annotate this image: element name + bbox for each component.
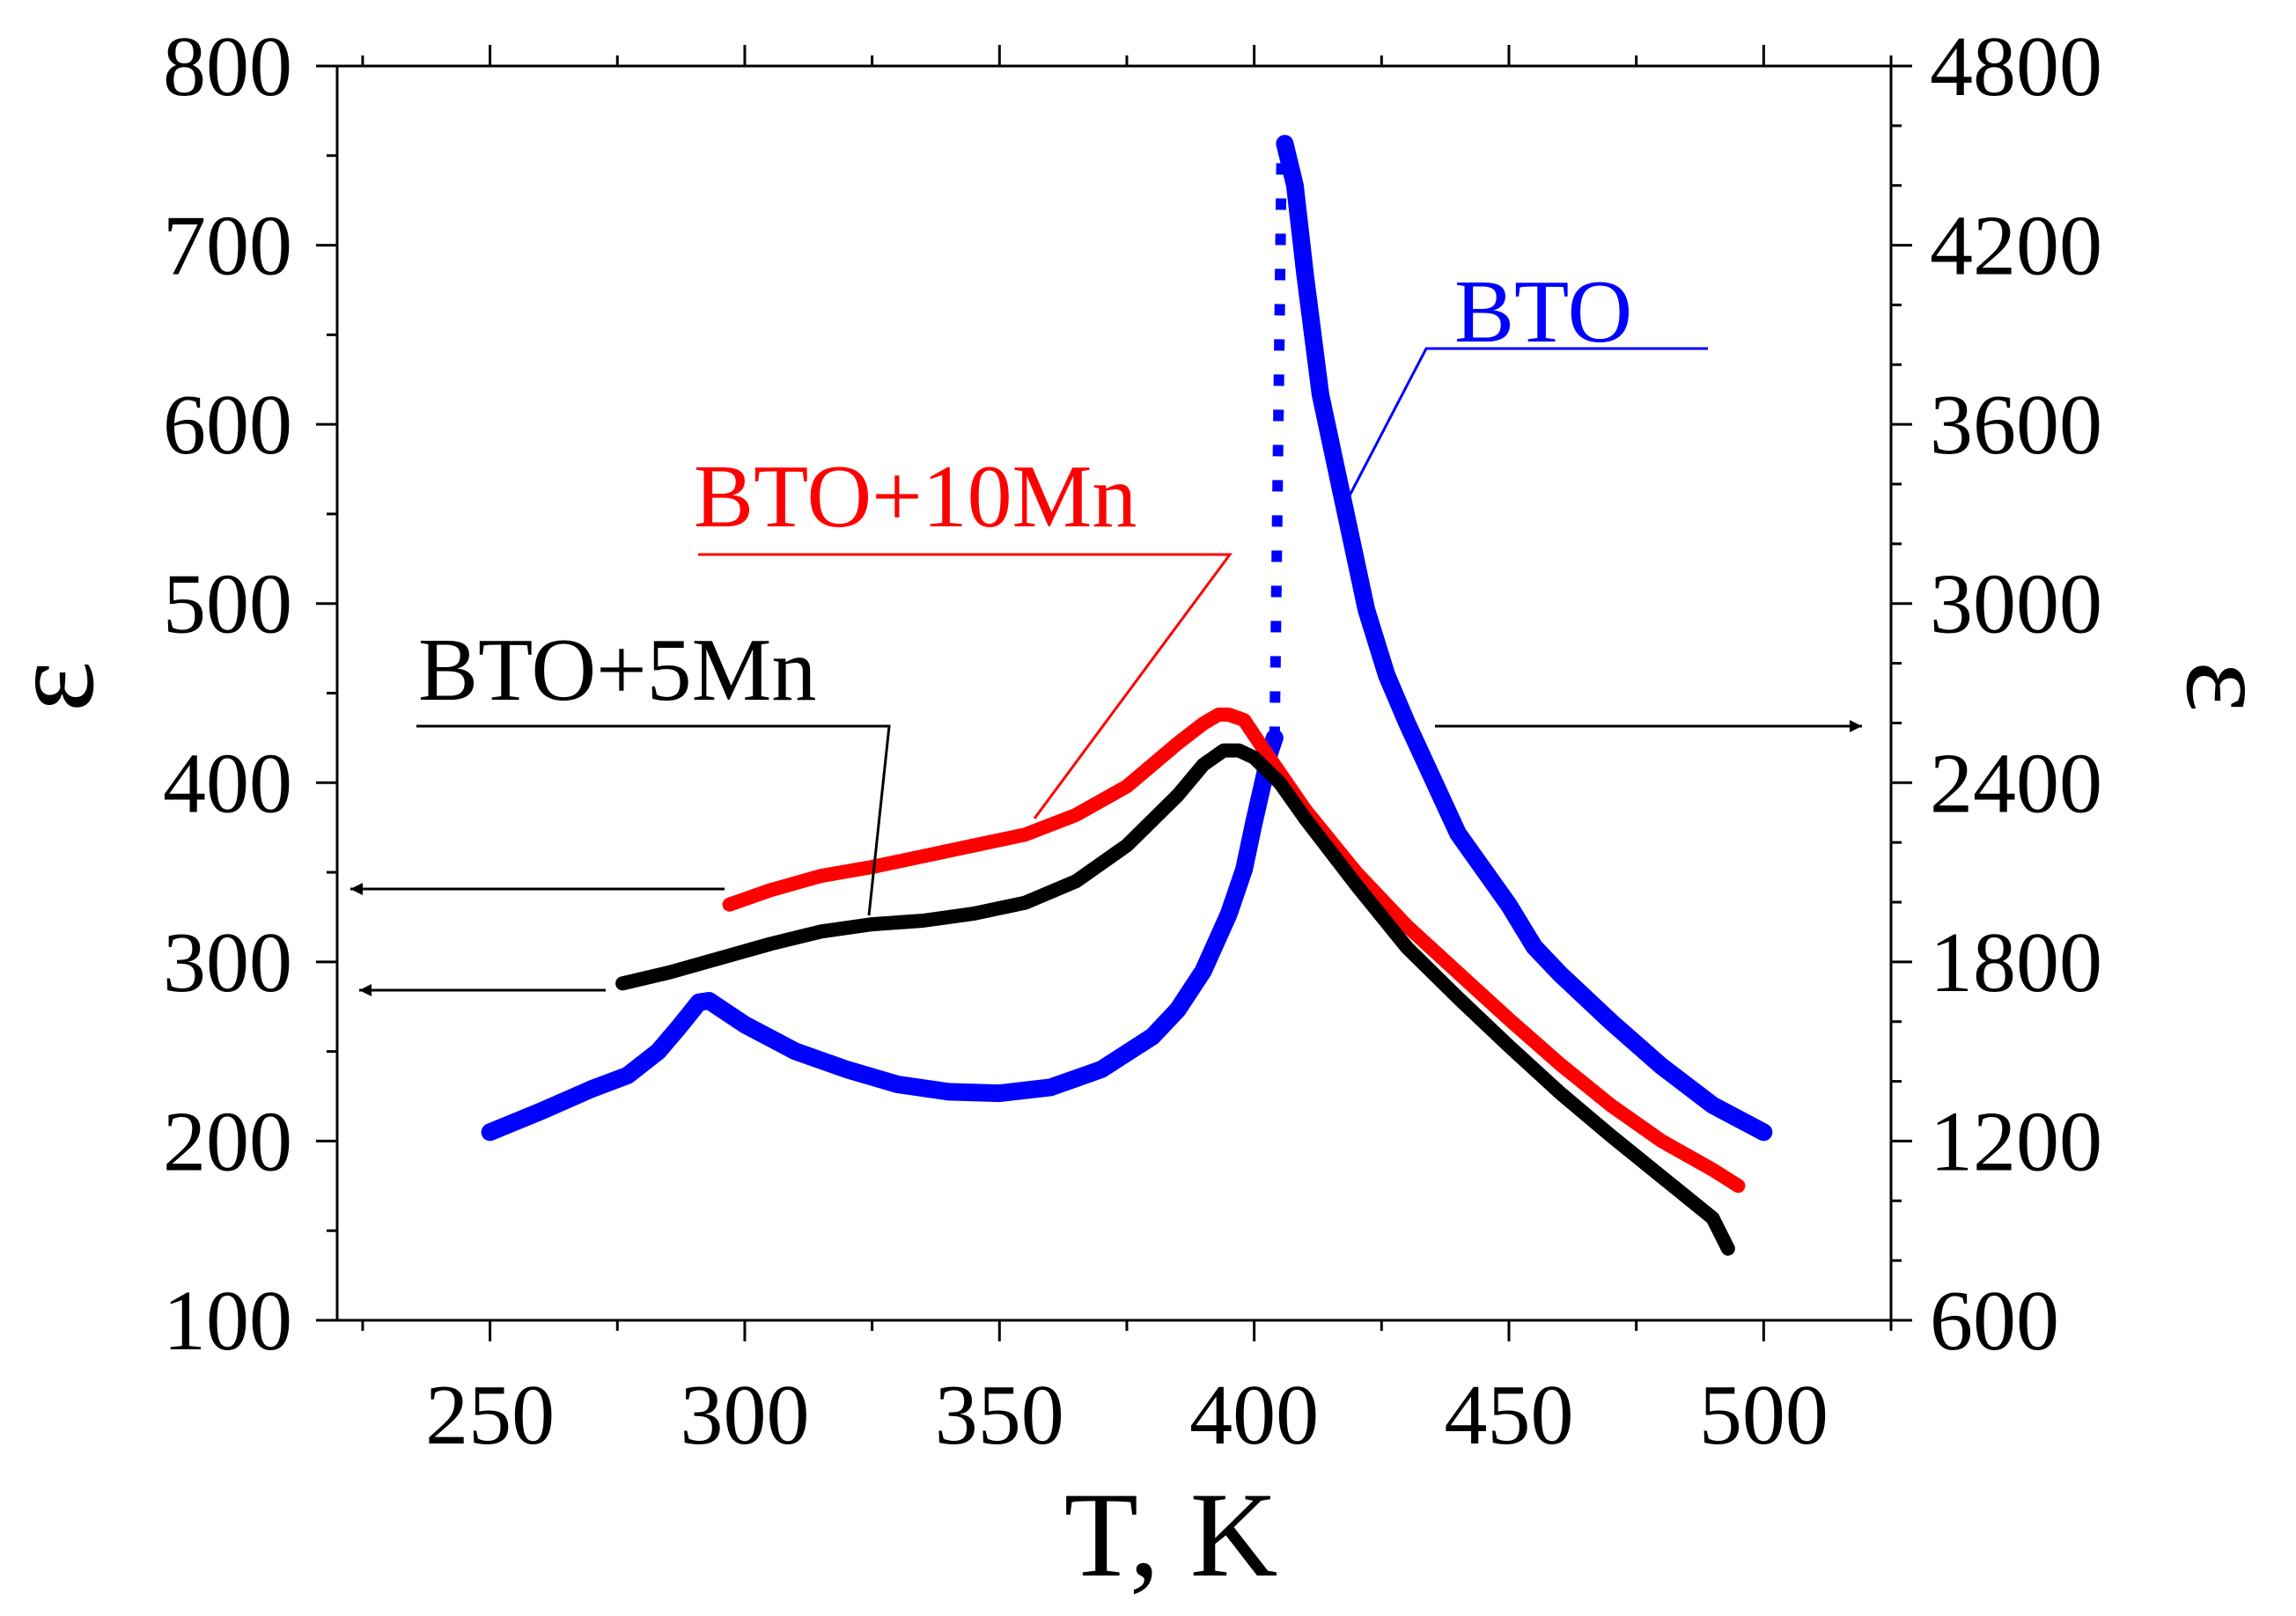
y-right-tick-label: 1200 xyxy=(1930,1094,2102,1189)
x-axis-title: T, K xyxy=(1064,1467,1278,1602)
y-axis-title-left: ε xyxy=(0,661,119,712)
y-right-tick-label: 4200 xyxy=(1930,199,2102,294)
y-left-tick-label: 100 xyxy=(163,1274,292,1369)
series-line-bto-transition xyxy=(1269,143,1287,738)
annotation-bto: BTO xyxy=(1348,262,1708,496)
y-right-tick-label: 600 xyxy=(1930,1274,2059,1369)
x-tick-label: 450 xyxy=(1444,1368,1573,1463)
series-line-bto-upper xyxy=(1276,135,1773,1142)
annotation-label-bto-10mn: BTO+10Mn xyxy=(694,447,1137,547)
x-tick-label: 300 xyxy=(680,1368,809,1463)
annotation-leader-bto-5mn xyxy=(416,724,891,916)
y-left-tick-label: 500 xyxy=(163,557,292,652)
y-left-tick-label: 800 xyxy=(163,19,292,114)
y-right-tick-label: 1800 xyxy=(1930,915,2102,1010)
y-left-tick-label: 400 xyxy=(163,736,292,831)
x-tick-label: 250 xyxy=(425,1368,555,1463)
annotation-label-bto-5mn: BTO+5Mn xyxy=(418,621,816,720)
x-tick-label: 350 xyxy=(935,1368,1064,1463)
series-line-bto-lower xyxy=(481,729,1284,1142)
y-left-tick-label: 600 xyxy=(163,378,292,473)
series-line-bto-5mn xyxy=(615,743,1735,1256)
annotation-label-bto: BTO xyxy=(1454,262,1632,362)
tick-labels: 250 300 350 400 450 500 100 200 300 400 500 600 700 8… xyxy=(163,19,2102,1463)
y-left-tick-label: 700 xyxy=(163,199,292,294)
y-right-tick-label: 2400 xyxy=(1930,736,2102,831)
y-left-tick-label: 300 xyxy=(163,915,292,1010)
annotation-leader-bto xyxy=(1348,347,1708,496)
y-left-tick-label: 200 xyxy=(163,1094,292,1189)
annotation-bto-5mn: BTO+5Mn xyxy=(416,621,891,916)
x-tick-label: 500 xyxy=(1699,1368,1829,1463)
y-right-tick-label: 4800 xyxy=(1930,19,2102,114)
series-line-bto-10mn xyxy=(722,707,1746,1194)
y-axis-title-right: ε xyxy=(2161,661,2296,712)
y-right-tick-label: 3000 xyxy=(1930,557,2102,652)
x-tick-label: 400 xyxy=(1189,1368,1319,1463)
y-right-tick-label: 3600 xyxy=(1930,378,2102,473)
series-layer xyxy=(481,135,1773,1256)
annotation-bto-10mn: BTO+10Mn xyxy=(694,447,1233,819)
annotation-leader-bto-10mn xyxy=(698,553,1233,819)
tick-marks xyxy=(316,45,1912,1341)
